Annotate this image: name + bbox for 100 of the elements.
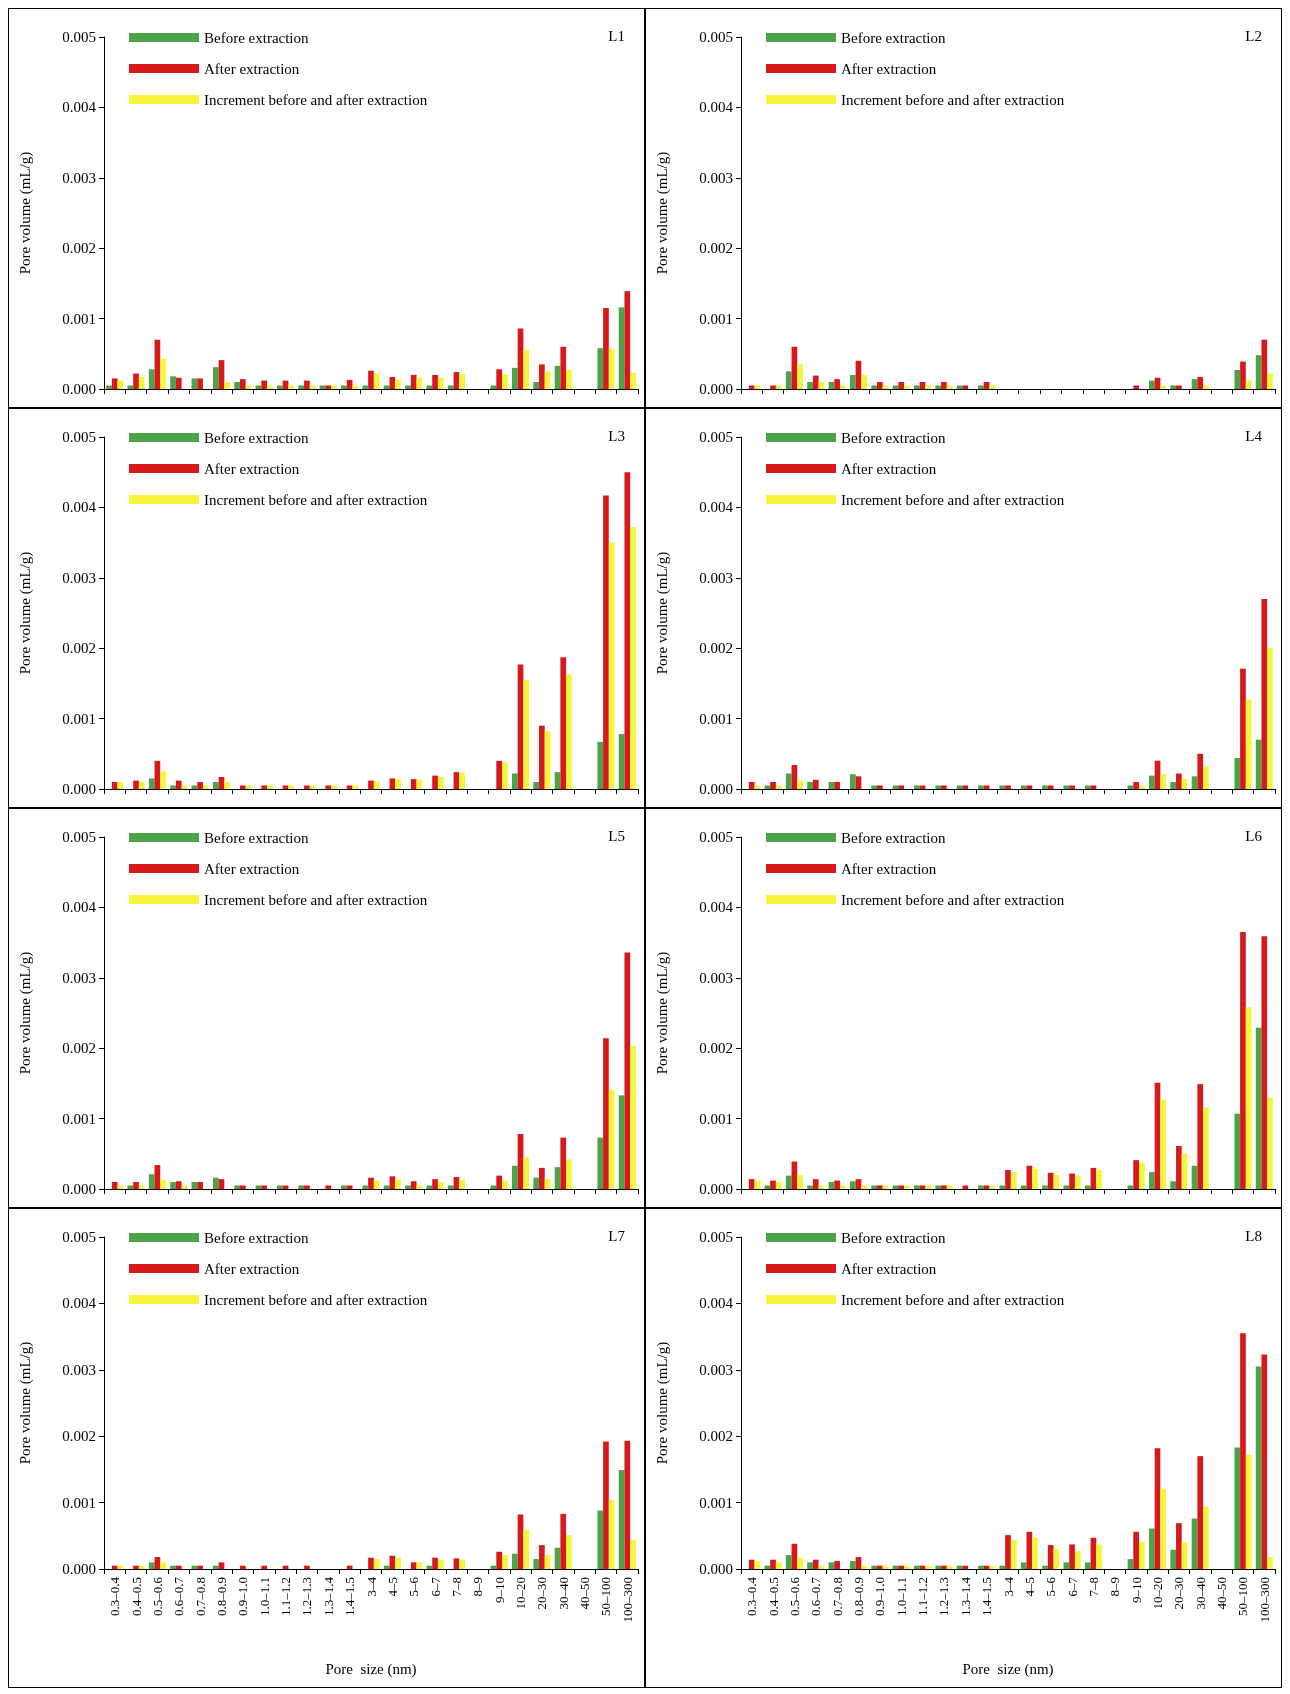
bar (807, 1185, 813, 1189)
bar (941, 381, 947, 389)
bar (876, 1185, 883, 1189)
bar (818, 1185, 825, 1189)
bar (834, 781, 840, 789)
bar (1261, 339, 1268, 389)
bar (904, 1565, 910, 1569)
y-tick-label: 0.001 (699, 310, 733, 327)
bar (368, 1557, 374, 1569)
x-tick-label: 0.8–0.9 (213, 1577, 229, 1616)
bar (432, 775, 438, 789)
bar (770, 1180, 776, 1189)
bar (1069, 1544, 1075, 1569)
bar (437, 377, 444, 389)
bar (539, 364, 545, 389)
x-tick-label: 1.1–1.2 (915, 1577, 931, 1616)
bar (288, 785, 295, 789)
y-axis-title: Pore volume (mL/g) (653, 551, 671, 675)
bar (624, 291, 631, 389)
y-tick-label: 0.002 (699, 1040, 733, 1057)
x-tick-label: 1.0–1.1 (893, 1577, 909, 1616)
bar (416, 1185, 423, 1189)
bar (603, 495, 609, 789)
bar (368, 370, 374, 389)
bar (1245, 380, 1252, 389)
bar (1170, 1549, 1177, 1569)
x-tick-label: 1.0–1.1 (256, 1577, 272, 1616)
bar (1020, 785, 1027, 789)
bar (170, 1181, 176, 1189)
bar (325, 385, 332, 389)
bar (298, 385, 305, 389)
x-tick-label: 1.4–1.5 (342, 1577, 358, 1616)
bar (560, 1137, 567, 1189)
bar (245, 385, 252, 389)
x-tick-label: 9–10 (491, 1577, 507, 1603)
bar (812, 1179, 819, 1189)
legend-label: Before extraction (841, 1229, 947, 1246)
bar (1170, 1181, 1177, 1189)
bar (1245, 699, 1252, 789)
bar (624, 472, 631, 789)
bar (882, 1185, 889, 1189)
x-tick-label: 40–50 (577, 1577, 593, 1610)
bar (181, 785, 188, 789)
bar (138, 377, 145, 389)
bar (956, 785, 963, 789)
bar (849, 774, 856, 789)
x-tick-label: 0.6–0.7 (808, 1576, 824, 1616)
bar (1197, 1456, 1204, 1569)
bar (523, 679, 530, 789)
x-tick-label: 8–9 (1107, 1577, 1123, 1597)
bar (775, 1562, 782, 1569)
bar (812, 375, 819, 389)
bar (459, 772, 465, 789)
bar (941, 785, 947, 789)
bar (1005, 1169, 1011, 1189)
bar (368, 1177, 374, 1189)
bar (1063, 785, 1070, 789)
bar (539, 725, 545, 789)
bar (395, 779, 401, 789)
bar (1240, 668, 1246, 789)
x-tick-label: 100–300 (1256, 1577, 1272, 1623)
bar (828, 1562, 835, 1569)
bar (989, 385, 996, 389)
bar (395, 1557, 401, 1569)
bar (566, 1535, 572, 1569)
bar (261, 785, 268, 789)
bar (1047, 785, 1054, 789)
bar (630, 1046, 636, 1189)
bar (785, 1555, 792, 1569)
bar (533, 781, 540, 789)
bar (898, 1565, 905, 1569)
bar (603, 1441, 609, 1569)
bar (898, 785, 905, 789)
bar (849, 1561, 856, 1569)
bar (962, 1565, 969, 1569)
bar (1063, 1185, 1070, 1189)
bar (871, 785, 877, 789)
legend-label: After extraction (841, 460, 937, 477)
x-tick-label: 20–30 (534, 1577, 550, 1610)
y-tick-label: 0.002 (699, 1428, 733, 1445)
bar (496, 1551, 503, 1569)
legend-label: Increment before and after extraction (841, 491, 1065, 508)
bar (764, 1565, 771, 1569)
bar (175, 780, 182, 789)
bar (1261, 1354, 1268, 1569)
bar (277, 385, 283, 389)
bar (148, 369, 155, 389)
bar (1005, 1535, 1011, 1569)
bar (807, 781, 813, 789)
bar (405, 1185, 411, 1189)
bar (1047, 1172, 1054, 1189)
y-tick-label: 0.000 (62, 1561, 96, 1577)
bar (160, 358, 166, 389)
bar (1148, 1172, 1155, 1189)
bar (1176, 1146, 1182, 1189)
x-tick-label: 0.4–0.5 (765, 1577, 781, 1616)
bar (277, 1185, 283, 1189)
x-tick-label: 0.6–0.7 (171, 1576, 187, 1616)
bar (234, 381, 240, 389)
bar (904, 1185, 910, 1189)
